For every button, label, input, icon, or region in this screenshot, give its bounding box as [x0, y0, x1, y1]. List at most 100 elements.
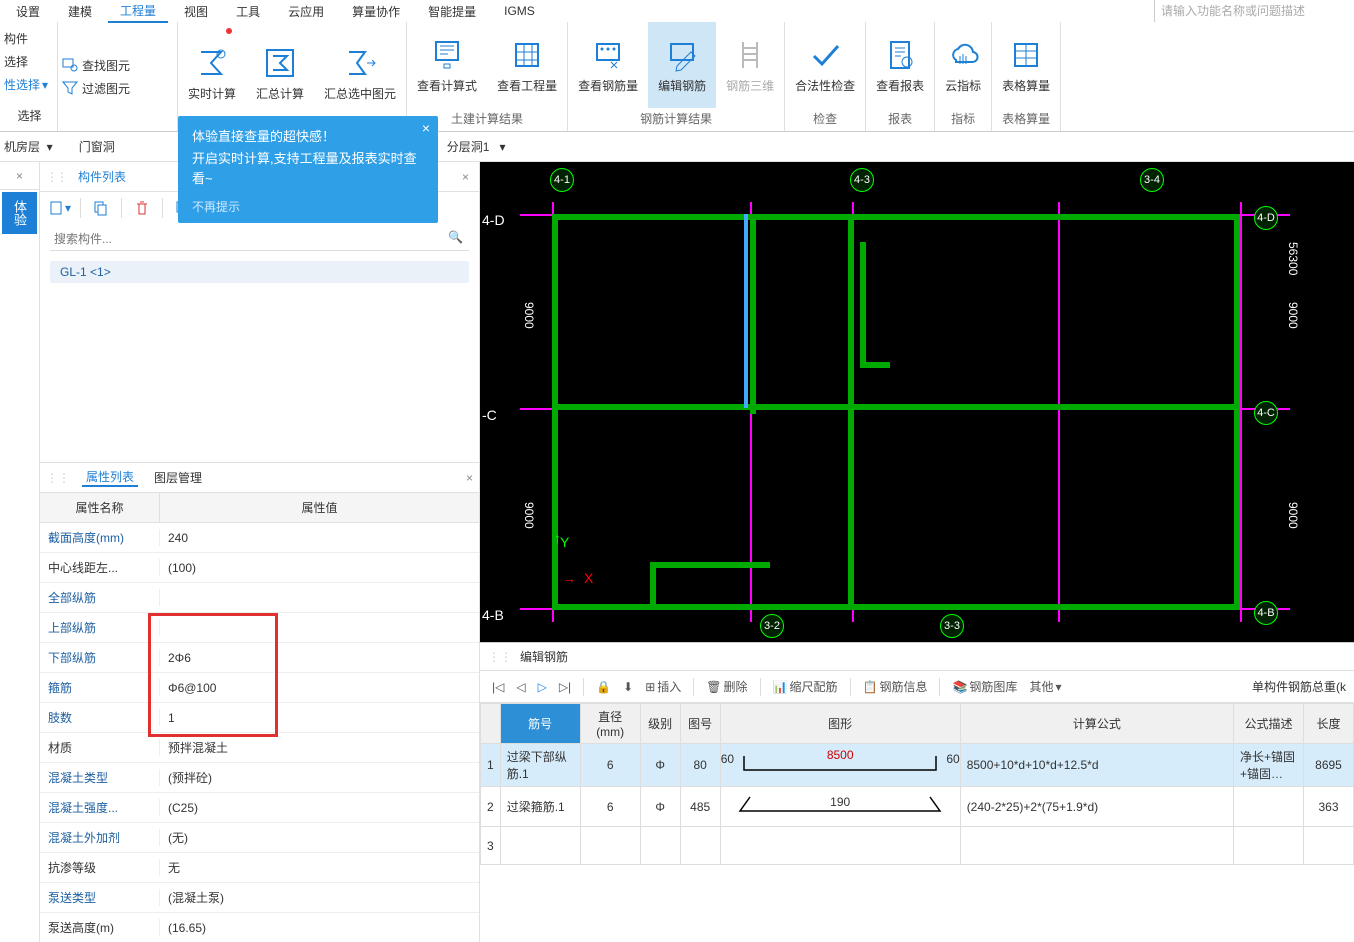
rebar-col-图形[interactable]: 图形 [720, 704, 960, 744]
menu-工程量[interactable]: 工程量 [108, 0, 168, 23]
component-search-input[interactable] [50, 228, 469, 251]
prop-value[interactable]: 2Φ6 [160, 651, 479, 665]
rebar-col-筋号[interactable]: 筋号 [500, 704, 580, 744]
nav-play-icon[interactable]: ▷ [534, 678, 551, 696]
component-list-tab[interactable]: 构件列表 [74, 168, 130, 185]
drag-handle-icon[interactable]: ⋮⋮ [46, 170, 66, 184]
property-close-icon[interactable]: × [466, 471, 473, 485]
prop-row-箍筋[interactable]: 箍筋Φ6@100 [40, 673, 479, 703]
prop-row-肢数[interactable]: 肢数1 [40, 703, 479, 733]
ribbon-汇总选中图元[interactable]: 汇总选中图元 [314, 22, 406, 125]
menu-建模[interactable]: 建模 [56, 1, 104, 22]
prop-row-混凝土外加剂[interactable]: 混凝土外加剂(无) [40, 823, 479, 853]
rebar-row[interactable]: 3 [481, 827, 1354, 865]
prop-value[interactable]: (预拌砼) [160, 769, 479, 786]
rebar-row[interactable]: 1过梁下部纵筋.16Φ80608500608500+10*d+10*d+12.5… [481, 744, 1354, 787]
lib-button[interactable]: 📚 钢筋图库 [948, 676, 1021, 697]
strip-vertical-tab[interactable]: 体验 [2, 192, 37, 234]
rebar-col-直径(mm)[interactable]: 直径(mm) [580, 704, 640, 744]
lock-icon[interactable]: 🔒 [592, 678, 615, 696]
info-button[interactable]: 📋 钢筋信息 [859, 676, 932, 697]
delete-button[interactable] [128, 196, 156, 220]
ribbon-查看报表[interactable]: 查看报表 [866, 22, 934, 108]
copy-button[interactable] [87, 196, 115, 220]
scale-button[interactable]: 📊 缩尺配筋 [769, 676, 842, 697]
prop-row-材质[interactable]: 材质预拌混凝土 [40, 733, 479, 763]
ribbon-查看钢筋量[interactable]: 查看钢筋量 [568, 22, 648, 108]
prop-row-泵送类型[interactable]: 泵送类型(混凝土泵) [40, 883, 479, 913]
tooltip-dismiss[interactable]: 不再提示 [192, 198, 424, 215]
prop-value[interactable]: 240 [160, 531, 479, 545]
floor-combo[interactable]: 机房层 ▾ [0, 138, 73, 155]
prop-value[interactable]: 无 [160, 859, 479, 876]
search-icon[interactable]: 🔍 [448, 230, 463, 244]
other-button[interactable]: 其他 ▾ [1025, 676, 1065, 697]
ribbon-left-c[interactable]: 性选择 [2, 76, 55, 93]
tooltip-close-icon[interactable]: × [422, 120, 430, 136]
ribbon-汇总计算[interactable]: 汇总计算 [246, 22, 314, 125]
component-panel-close-icon[interactable]: × [458, 170, 473, 184]
tab-properties[interactable]: 属性列表 [82, 468, 138, 487]
prop-row-全部纵筋[interactable]: 全部纵筋 [40, 583, 479, 613]
strip-close[interactable]: × [0, 162, 39, 190]
layer-combo[interactable]: 分层洞1 ▾ [435, 138, 518, 155]
rebar-drag-handle-icon[interactable]: ⋮⋮ [488, 650, 512, 664]
ribbon-查看工程量[interactable]: 查看工程量 [487, 22, 567, 108]
prop-value[interactable]: 预拌混凝土 [160, 739, 479, 756]
prop-value[interactable]: (16.65) [160, 921, 479, 935]
ribbon-合法性检查[interactable]: 合法性检查 [785, 22, 865, 108]
new-button[interactable]: ▾ [46, 196, 74, 220]
nav-prev-icon[interactable]: ◁ [512, 678, 529, 696]
menu-工具[interactable]: 工具 [224, 1, 272, 22]
rebar-col-计算公式[interactable]: 计算公式 [960, 704, 1233, 744]
ribbon-表格算量[interactable]: 表格算量 [992, 22, 1060, 108]
prop-row-上部纵筋[interactable]: 上部纵筋 [40, 613, 479, 643]
prop-key: 抗渗等级 [40, 859, 160, 876]
find-element-button[interactable]: 查找图元 [62, 57, 173, 74]
tab-layers[interactable]: 图层管理 [150, 469, 206, 486]
component-item[interactable]: GL-1 <1> [50, 261, 469, 283]
delete-rebar-button[interactable]: 🗑 删除 [702, 676, 751, 697]
prop-value[interactable]: (无) [160, 829, 479, 846]
menu-云应用[interactable]: 云应用 [276, 1, 336, 22]
ribbon-编辑钢筋[interactable]: 编辑钢筋 [648, 22, 716, 108]
rebar-col-图号[interactable]: 图号 [680, 704, 720, 744]
rebar-col-公式描述[interactable]: 公式描述 [1234, 704, 1304, 744]
table-icon [1008, 37, 1044, 73]
grid-label-left: 4-B [482, 607, 504, 623]
sigma-plus-icon [194, 45, 230, 81]
prop-row-泵送高度(m)[interactable]: 泵送高度(m)(16.65) [40, 913, 479, 942]
prop-key: 截面高度(mm) [40, 529, 160, 546]
rebar-col-级别[interactable]: 级别 [640, 704, 680, 744]
insert-button[interactable]: ⊞ 插入 [641, 676, 685, 697]
menu-设置[interactable]: 设置 [4, 1, 52, 22]
global-search[interactable]: 请输入功能名称或问题描述 [1154, 0, 1354, 22]
prop-row-混凝土类型[interactable]: 混凝土类型(预拌砼) [40, 763, 479, 793]
wall-combo-1[interactable]: 门窗洞 [73, 138, 121, 155]
ribbon-实时计算[interactable]: 实时计算 [178, 22, 246, 125]
download-icon[interactable]: ⬇ [619, 678, 637, 696]
rebar-col-长度[interactable]: 长度 [1304, 704, 1354, 744]
prop-row-混凝土强度...[interactable]: 混凝土强度...(C25) [40, 793, 479, 823]
rebar-row[interactable]: 2过梁箍筋.16Φ485190(240-2*25)+2*(75+1.9*d)36… [481, 787, 1354, 827]
prop-value[interactable]: 1 [160, 711, 479, 725]
prop-row-抗渗等级[interactable]: 抗渗等级无 [40, 853, 479, 883]
prop-value[interactable]: (C25) [160, 801, 479, 815]
menu-视图[interactable]: 视图 [172, 1, 220, 22]
menu-智能提量[interactable]: 智能提量 [416, 1, 488, 22]
nav-last-icon[interactable]: ▷| [555, 678, 575, 696]
filter-element-button[interactable]: 过滤图元 [62, 80, 173, 97]
nav-first-icon[interactable]: |◁ [488, 678, 508, 696]
ribbon-云指标[interactable]: 云指标 [935, 22, 991, 108]
prop-value[interactable]: Φ6@100 [160, 681, 479, 695]
menu-IGMS[interactable]: IGMS [492, 2, 547, 20]
prop-value[interactable]: (100) [160, 561, 479, 575]
prop-drag-handle-icon[interactable]: ⋮⋮ [46, 471, 70, 485]
prop-row-下部纵筋[interactable]: 下部纵筋2Φ6 [40, 643, 479, 673]
prop-row-中心线距左...[interactable]: 中心线距左...(100) [40, 553, 479, 583]
prop-row-截面高度(mm)[interactable]: 截面高度(mm)240 [40, 523, 479, 553]
prop-value[interactable]: (混凝土泵) [160, 889, 479, 906]
ribbon-查看计算式[interactable]: 查看计算式 [407, 22, 487, 108]
menu-算量协作[interactable]: 算量协作 [340, 1, 412, 22]
drawing-canvas[interactable]: 4-14-33-43-23-34-D-C4-B4-D4-C4-B56300900… [480, 162, 1354, 642]
